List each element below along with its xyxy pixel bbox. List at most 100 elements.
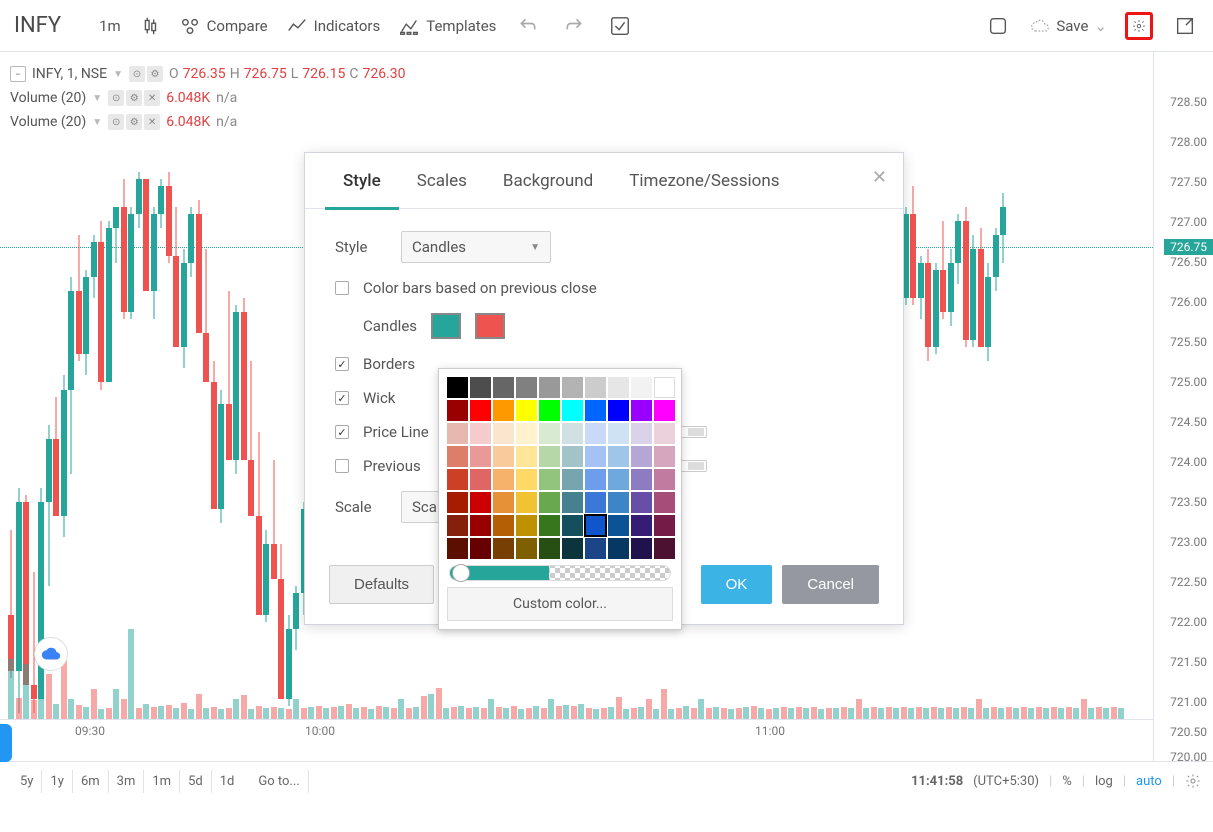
color-cell[interactable] [562,446,583,467]
color-bars-checkbox[interactable] [335,281,349,295]
color-cell[interactable] [447,469,468,490]
color-cell[interactable] [631,446,652,467]
color-cell[interactable] [585,469,606,490]
cancel-button[interactable]: Cancel [782,565,879,604]
color-cell[interactable] [447,377,468,398]
color-cell[interactable] [470,538,491,559]
color-cell[interactable] [631,515,652,536]
color-cell[interactable] [493,515,514,536]
color-cell[interactable] [539,377,560,398]
price-axis[interactable]: 728.50728.00727.50727.00726.50726.00725.… [1153,52,1213,762]
range-button-1d[interactable]: 1d [212,770,243,793]
close-button[interactable]: ✕ [872,167,887,188]
color-cell[interactable] [585,400,606,421]
color-cell[interactable] [631,400,652,421]
color-cell[interactable] [608,492,629,513]
left-toggle-tab[interactable] [0,724,12,762]
color-cell[interactable] [447,400,468,421]
timezone-label[interactable]: (UTC+5:30) [973,774,1039,789]
goto-button[interactable]: Go to... [250,770,308,793]
collapse-icon[interactable]: − [10,66,26,82]
color-cell[interactable] [470,446,491,467]
color-cell[interactable] [447,515,468,536]
close-icon[interactable]: ✕ [144,90,160,106]
color-cell[interactable] [654,400,675,421]
tab-timezonesessions[interactable]: Timezone/Sessions [611,155,797,207]
fullscreen-button[interactable] [1171,12,1199,40]
chevron-down-icon[interactable]: ▼ [92,93,102,104]
color-cell[interactable] [608,515,629,536]
color-cell[interactable] [539,446,560,467]
color-cell[interactable] [608,400,629,421]
color-cell[interactable] [516,446,537,467]
defaults-button[interactable]: Defaults [329,565,434,604]
wick-checkbox[interactable] [335,391,349,405]
range-button-5y[interactable]: 5y [12,770,42,793]
color-cell[interactable] [516,377,537,398]
tab-background[interactable]: Background [485,155,611,207]
opacity-slider[interactable] [449,565,671,581]
color-cell[interactable] [585,446,606,467]
color-cell[interactable] [608,423,629,444]
percent-button[interactable]: % [1062,774,1072,789]
custom-color-button[interactable]: Custom color... [447,587,673,621]
color-cell[interactable] [447,446,468,467]
color-cell[interactable] [654,538,675,559]
color-cell[interactable] [585,538,606,559]
color-cell[interactable] [562,469,583,490]
color-cell[interactable] [608,446,629,467]
gear-icon[interactable]: ⚙ [147,66,163,82]
color-cell[interactable] [585,377,606,398]
tab-style[interactable]: Style [325,155,399,210]
eye-icon[interactable]: ⊙ [108,90,124,106]
undo-button[interactable] [514,12,542,40]
range-button-1m[interactable]: 1m [144,770,180,793]
color-cell[interactable] [608,469,629,490]
close-icon[interactable]: ✕ [144,114,160,130]
tab-scales[interactable]: Scales [399,155,485,207]
color-cell[interactable] [493,446,514,467]
candle-up-color[interactable] [431,313,461,339]
color-cell[interactable] [493,469,514,490]
color-cell[interactable] [585,515,606,536]
borders-checkbox[interactable] [335,357,349,371]
eye-icon[interactable]: ⊙ [129,66,145,82]
gear-icon[interactable] [1185,773,1201,789]
indicators-button[interactable]: Indicators [286,15,381,37]
color-cell[interactable] [562,423,583,444]
color-cell[interactable] [562,515,583,536]
color-cell[interactable] [516,492,537,513]
color-cell[interactable] [539,469,560,490]
candle-style-button[interactable] [139,15,161,37]
color-cell[interactable] [654,469,675,490]
color-cell[interactable] [585,492,606,513]
color-cell[interactable] [608,377,629,398]
color-cell[interactable] [539,538,560,559]
chevron-down-icon[interactable]: ▼ [113,69,123,80]
color-cell[interactable] [447,492,468,513]
color-cell[interactable] [493,538,514,559]
color-cell[interactable] [470,400,491,421]
color-cell[interactable] [654,515,675,536]
range-button-3m[interactable]: 3m [109,770,145,793]
color-cell[interactable] [562,492,583,513]
color-cell[interactable] [608,538,629,559]
color-cell[interactable] [470,377,491,398]
color-cell[interactable] [516,515,537,536]
color-cell[interactable] [539,515,560,536]
settings-button[interactable] [1125,12,1153,40]
gear-icon[interactable]: ⚙ [126,114,142,130]
color-cell[interactable] [470,423,491,444]
redo-button[interactable] [560,12,588,40]
templates-button[interactable]: Templates [398,15,496,37]
color-cell[interactable] [470,515,491,536]
color-cell[interactable] [516,538,537,559]
log-button[interactable]: log [1095,774,1113,789]
color-cell[interactable] [493,400,514,421]
color-cell[interactable] [631,423,652,444]
range-button-6m[interactable]: 6m [73,770,109,793]
color-cell[interactable] [654,423,675,444]
color-cell[interactable] [654,492,675,513]
gear-icon[interactable]: ⚙ [126,90,142,106]
color-cell[interactable] [447,538,468,559]
